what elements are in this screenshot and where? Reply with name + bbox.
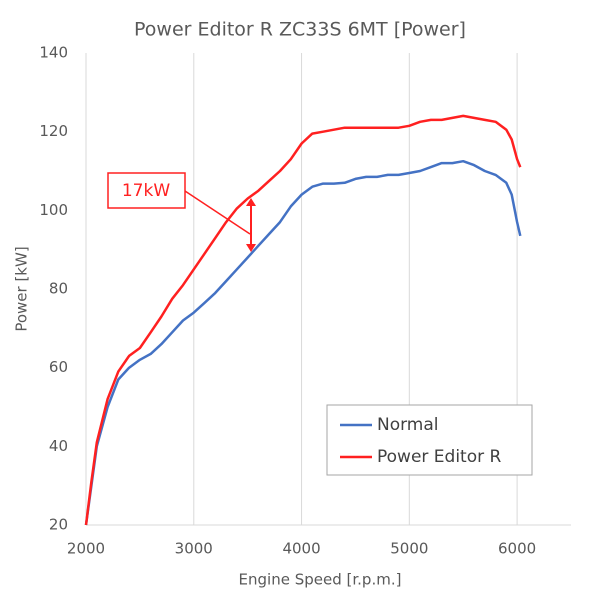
annotation-leader <box>184 190 251 235</box>
x-tick-label: 5000 <box>390 540 428 558</box>
x-tick-label: 4000 <box>282 540 320 558</box>
legend-label: Normal <box>377 415 439 435</box>
annotation-box <box>107 172 186 209</box>
y-tick-label: 60 <box>49 358 68 376</box>
x-tick-label: 6000 <box>498 540 536 558</box>
x-tick-label: 3000 <box>175 540 213 558</box>
data-line <box>84 159 522 526</box>
legend <box>326 404 533 476</box>
annotation-text: 17kW <box>122 181 170 201</box>
data-line <box>84 114 522 526</box>
y-tick-label: 120 <box>39 122 68 140</box>
y-tick-label: 80 <box>49 280 68 298</box>
y-tick-label: 140 <box>39 44 68 62</box>
chart-title: Power Editor R ZC33S 6MT [Power] <box>134 19 466 41</box>
y-axis-label: Power [kW] <box>13 246 31 331</box>
y-tick-label: 40 <box>49 437 68 455</box>
plot-area <box>84 53 571 526</box>
x-axis-label: Engine Speed [r.p.m.] <box>239 571 402 589</box>
y-tick-label: 100 <box>39 201 68 219</box>
y-tick-label: 20 <box>49 516 68 534</box>
legend-label: Power Editor R <box>377 447 502 467</box>
x-tick-label: 2000 <box>67 540 105 558</box>
